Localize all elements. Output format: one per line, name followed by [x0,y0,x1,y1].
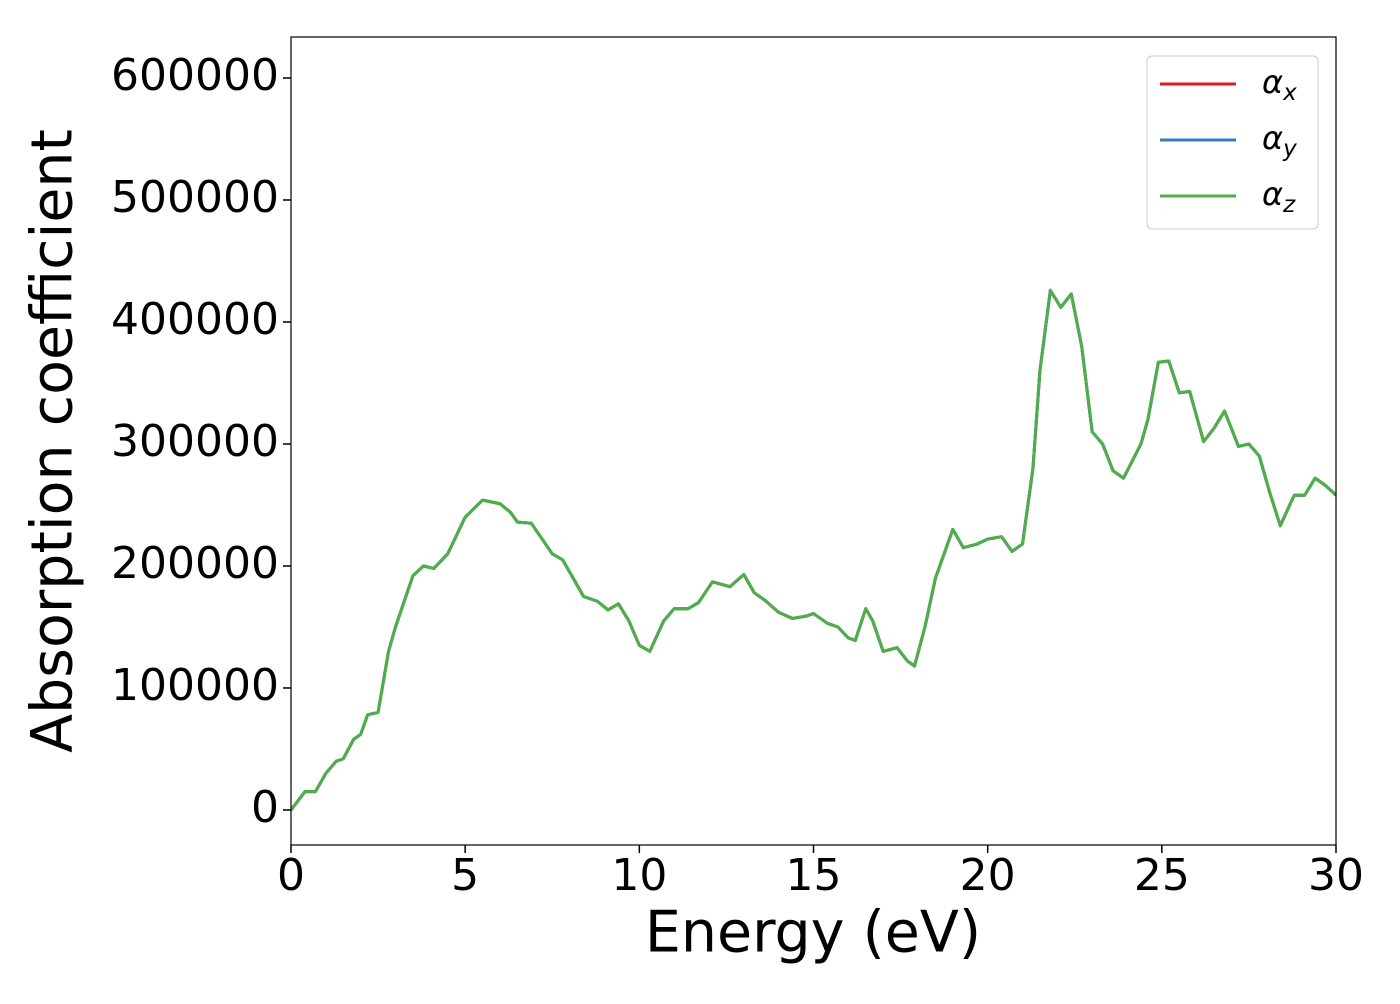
y-tick-label: 400000 [111,294,279,345]
legend-label: αx [1262,63,1297,106]
x-tick-label: 0 [277,850,305,901]
legend-label: αz [1262,175,1296,218]
y-tick-label: 0 [251,782,279,833]
y-tick-label: 600000 [111,50,279,101]
y-tick-label: 500000 [111,172,279,223]
y-tick-label: 300000 [111,416,279,467]
series-line [291,288,1336,811]
legend-label: αy [1262,119,1297,162]
y-tick-label: 100000 [111,660,279,711]
x-tick-label: 30 [1308,850,1364,901]
y-axis-label: Absorption coefficient [20,129,86,753]
legend-box [1146,55,1319,230]
plot-frame [290,36,1337,846]
x-tick-label: 10 [611,850,667,901]
y-tick-label: 200000 [111,538,279,589]
x-tick-label: 5 [451,850,479,901]
x-tick-label: 20 [960,850,1016,901]
x-tick-label: 25 [1134,850,1190,901]
x-axis-label: Energy (eV) [645,900,981,966]
x-tick-label: 15 [786,850,842,901]
